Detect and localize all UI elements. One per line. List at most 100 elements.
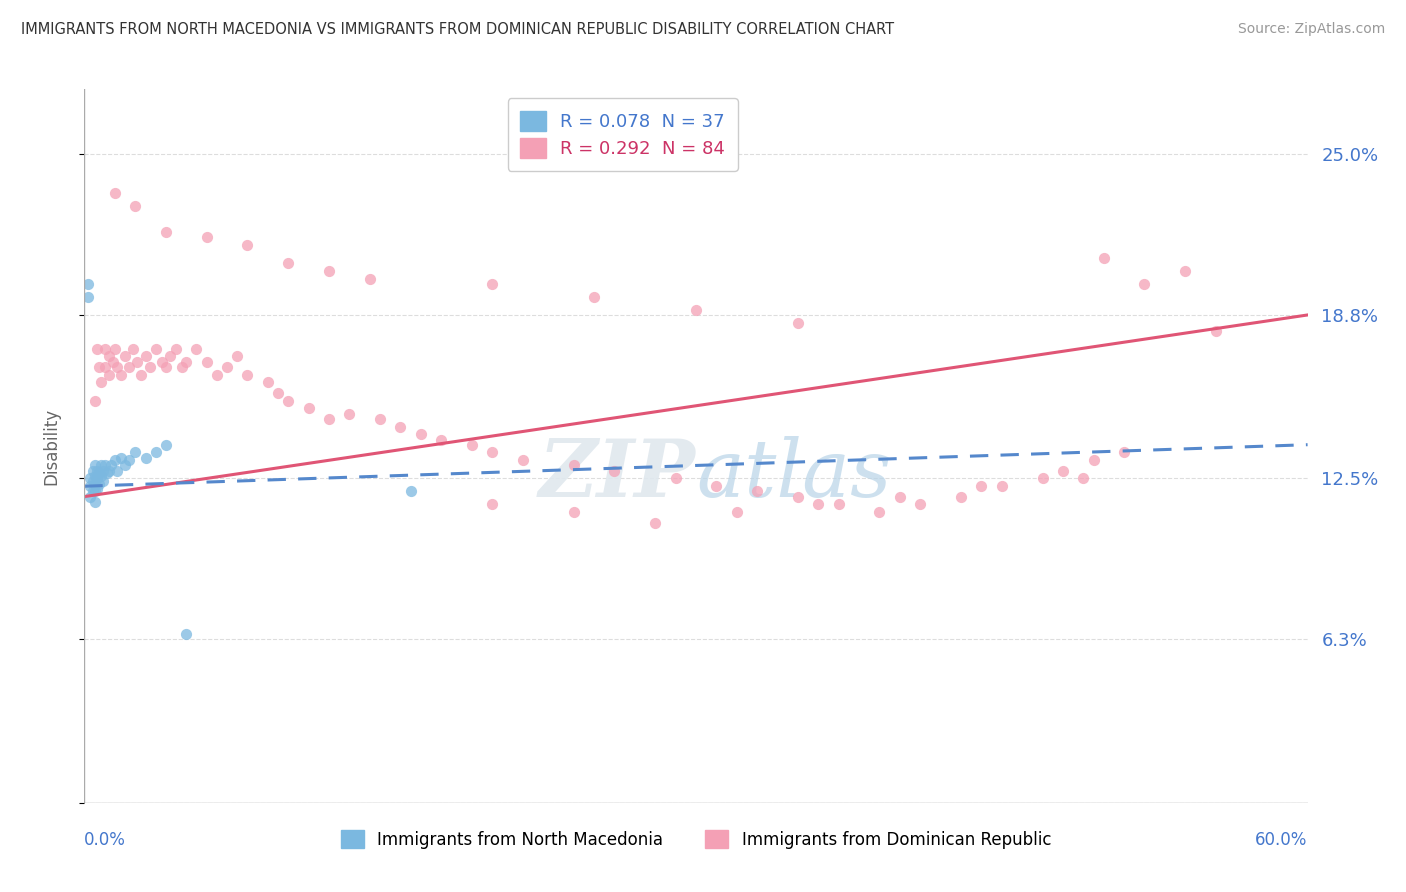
Point	[1073, 471, 1095, 485]
Point	[155, 438, 177, 452]
Text: ZIP: ZIP	[538, 436, 696, 513]
Point	[267, 385, 290, 400]
Point	[82, 464, 104, 478]
Point	[889, 490, 911, 504]
Point	[172, 359, 194, 374]
Point	[110, 450, 132, 465]
Point	[603, 464, 626, 478]
Point	[910, 497, 932, 511]
Point	[481, 445, 503, 459]
Point	[79, 490, 101, 504]
Point	[644, 516, 666, 530]
Point	[512, 453, 534, 467]
Text: atlas: atlas	[696, 436, 891, 513]
Text: 0.0%: 0.0%	[84, 831, 127, 849]
Point	[1133, 277, 1156, 291]
Point	[685, 302, 707, 317]
Point	[150, 354, 173, 368]
Point	[83, 393, 105, 408]
Point	[104, 342, 127, 356]
Point	[97, 350, 120, 364]
Point	[991, 479, 1014, 493]
Point	[135, 350, 157, 364]
Point	[828, 497, 851, 511]
Point	[90, 458, 112, 473]
Point	[461, 438, 484, 452]
Text: Source: ZipAtlas.com: Source: ZipAtlas.com	[1237, 22, 1385, 37]
Point	[706, 479, 728, 493]
Point	[869, 505, 891, 519]
Point	[86, 464, 108, 478]
Point	[318, 411, 340, 425]
Point	[747, 484, 769, 499]
Point	[1205, 324, 1227, 338]
Point	[399, 484, 422, 499]
Point	[97, 464, 120, 478]
Point	[277, 393, 299, 408]
Point	[159, 350, 181, 364]
Point	[257, 376, 280, 390]
Point	[1083, 453, 1105, 467]
Point	[359, 271, 381, 285]
Point	[725, 505, 748, 519]
Point	[562, 505, 585, 519]
Point	[83, 495, 105, 509]
Point	[145, 445, 167, 459]
Point	[79, 471, 101, 485]
Point	[1092, 251, 1115, 265]
Point	[79, 479, 101, 493]
Point	[174, 354, 197, 368]
Point	[93, 342, 115, 356]
Point	[90, 376, 112, 390]
Point	[562, 458, 585, 473]
Point	[186, 342, 208, 356]
Point	[318, 264, 340, 278]
Point	[93, 458, 115, 473]
Point	[118, 359, 141, 374]
Point	[114, 458, 136, 473]
Point	[226, 350, 249, 364]
Point	[86, 482, 108, 496]
Point	[1174, 264, 1197, 278]
Point	[135, 450, 157, 465]
Point	[118, 453, 141, 467]
Point	[127, 354, 149, 368]
Point	[83, 458, 105, 473]
Text: IMMIGRANTS FROM NORTH MACEDONIA VS IMMIGRANTS FROM DOMINICAN REPUBLIC DISABILITY: IMMIGRANTS FROM NORTH MACEDONIA VS IMMIG…	[21, 22, 894, 37]
Point	[83, 484, 105, 499]
Point	[138, 359, 160, 374]
Point	[807, 497, 830, 511]
Point	[665, 471, 688, 485]
Point	[1052, 464, 1074, 478]
Point	[105, 359, 128, 374]
Point	[583, 290, 606, 304]
Point	[217, 359, 239, 374]
Point	[787, 490, 810, 504]
Point	[787, 316, 810, 330]
Point	[195, 230, 218, 244]
Point	[77, 277, 100, 291]
Point	[145, 342, 167, 356]
Point	[87, 476, 110, 491]
Point	[90, 468, 112, 483]
Point	[105, 464, 128, 478]
Point	[104, 453, 127, 467]
Point	[91, 464, 114, 478]
Point	[87, 467, 110, 481]
Point	[174, 627, 197, 641]
Point	[77, 290, 100, 304]
Point	[165, 342, 187, 356]
Point	[83, 476, 105, 491]
Point	[339, 407, 361, 421]
Point	[155, 359, 177, 374]
Point	[82, 474, 104, 488]
Point	[1032, 471, 1054, 485]
Point	[83, 468, 105, 483]
Point	[236, 368, 259, 382]
Point	[82, 484, 104, 499]
Point	[93, 359, 115, 374]
Point	[195, 354, 218, 368]
Point	[124, 199, 146, 213]
Point	[389, 419, 412, 434]
Point	[205, 368, 228, 382]
